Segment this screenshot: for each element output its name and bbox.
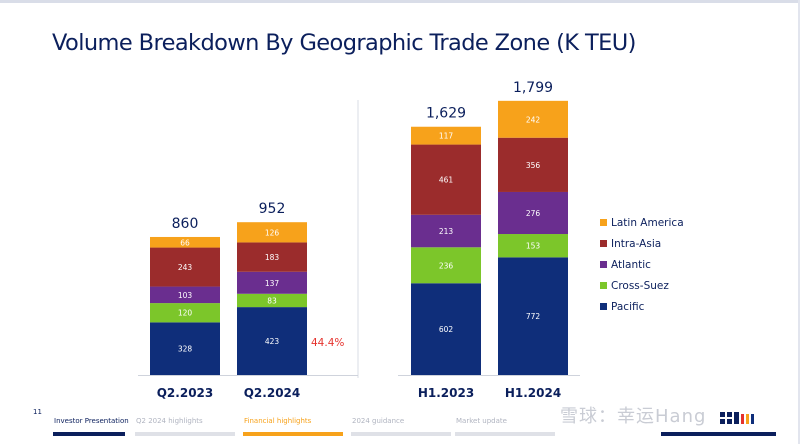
data-label: 137 <box>265 279 280 288</box>
data-label: 153 <box>526 242 541 251</box>
data-label: 328 <box>178 345 193 354</box>
legend-swatch-atlantic <box>600 261 607 268</box>
bar-cross-suez-h1-2023 <box>411 247 481 284</box>
footer-item-label: 2024 guidance <box>352 417 405 425</box>
bar-cross-suez-q2-2023 <box>150 303 220 323</box>
bar-pacific-h1-2024 <box>498 257 568 375</box>
footer-item-bar <box>661 432 776 436</box>
data-label: 276 <box>526 209 541 218</box>
data-label: 103 <box>178 291 193 300</box>
bar-pacific-h1-2023 <box>411 283 481 375</box>
bar-intra-asia-q2-2024 <box>237 242 307 272</box>
footer-item-financial-highlights[interactable]: Financial highlights <box>243 414 343 438</box>
bar-latin-america-h1-2023 <box>411 126 481 145</box>
total-label-h1-2023: 1,629 <box>426 106 466 122</box>
total-label-h1-2024: 1,799 <box>513 80 553 96</box>
bar-latin-america-h1-2024 <box>498 100 568 138</box>
category-label-h1-2023: H1.2023 <box>418 386 474 400</box>
footer-item-label: Financial highlights <box>244 417 312 425</box>
footer-item-bar <box>455 432 555 436</box>
footer-item-market-update[interactable]: Market update <box>455 414 555 438</box>
growth-annotation: 44.4% <box>311 337 344 349</box>
data-label: 356 <box>526 161 541 170</box>
legend-label-intra-asia: Intra-Asia <box>611 238 661 250</box>
data-label: 242 <box>526 115 541 124</box>
category-label-h1-2024: H1.2024 <box>505 386 561 400</box>
legend-label-pacific: Pacific <box>611 301 645 313</box>
bar-atlantic-q2-2023 <box>150 286 220 304</box>
data-label: 602 <box>439 325 454 334</box>
bar-pacific-q2-2023 <box>150 322 220 375</box>
data-label: 83 <box>267 296 277 305</box>
footer-item-2024-guidance[interactable]: 2024 guidance <box>351 414 451 438</box>
data-label: 126 <box>265 228 280 237</box>
category-label-q2-2024: Q2.2024 <box>244 386 301 400</box>
bar-cross-suez-h1-2024 <box>498 234 568 258</box>
bar-intra-asia-q2-2023 <box>150 247 220 287</box>
legend-swatch-latin-america <box>600 219 607 226</box>
total-label-q2-2023: 860 <box>172 216 199 232</box>
legend-label-atlantic: Atlantic <box>611 259 651 271</box>
footer-item-q2-highlights[interactable]: Q2 2024 highlights <box>135 414 235 438</box>
footer-item-label: Investor Presentation <box>54 417 129 425</box>
footer-item-label: Q2 2024 highlights <box>136 417 203 425</box>
total-label-q2-2024: 952 <box>259 201 286 217</box>
page-title: Volume Breakdown By Geographic Trade Zon… <box>52 30 636 56</box>
data-label: 461 <box>439 176 454 185</box>
bar-atlantic-h1-2024 <box>498 191 568 235</box>
footer-item-bar <box>243 432 343 436</box>
data-label: 243 <box>178 263 193 272</box>
company-logo-icon <box>720 412 754 424</box>
footer-navigation: Investor Presentation Q2 2024 highlights… <box>53 414 776 438</box>
legend-label-cross-suez: Cross-Suez <box>611 280 669 292</box>
slide-number: 11 <box>33 408 42 416</box>
top-border <box>0 0 800 3</box>
bar-cross-suez-q2-2024 <box>237 293 307 308</box>
legend-swatch-intra-asia <box>600 240 607 247</box>
footer-item-bar <box>351 432 451 436</box>
data-label: 183 <box>265 253 280 262</box>
right-border <box>798 0 800 444</box>
watermark: 雪球：幸运Hang <box>560 406 707 427</box>
data-label: 236 <box>439 261 454 270</box>
bar-latin-america-q2-2024 <box>237 222 307 243</box>
footer-item-current[interactable] <box>661 414 776 438</box>
data-label: 120 <box>178 309 193 318</box>
data-label: 117 <box>439 132 454 141</box>
data-label: 213 <box>439 227 454 236</box>
bar-pacific-q2-2024 <box>237 307 307 375</box>
bar-latin-america-q2-2023 <box>150 236 220 248</box>
data-label: 66 <box>180 238 190 247</box>
category-label-q2-2023: Q2.2023 <box>157 386 214 400</box>
bar-atlantic-q2-2024 <box>237 271 307 294</box>
data-label: 772 <box>526 312 541 321</box>
footer-item-bar <box>53 432 125 436</box>
legend-swatch-cross-suez <box>600 282 607 289</box>
bar-atlantic-h1-2023 <box>411 214 481 248</box>
bar-intra-asia-h1-2023 <box>411 144 481 215</box>
legend-label-latin-america: Latin America <box>611 217 684 229</box>
footer-item-label: Market update <box>456 417 507 425</box>
footer-item-investor-presentation[interactable]: Investor Presentation <box>53 414 129 438</box>
legend-swatch-pacific <box>600 303 607 310</box>
data-label: 423 <box>265 337 280 346</box>
footer-item-bar <box>135 432 235 436</box>
bar-intra-asia-h1-2024 <box>498 137 568 192</box>
